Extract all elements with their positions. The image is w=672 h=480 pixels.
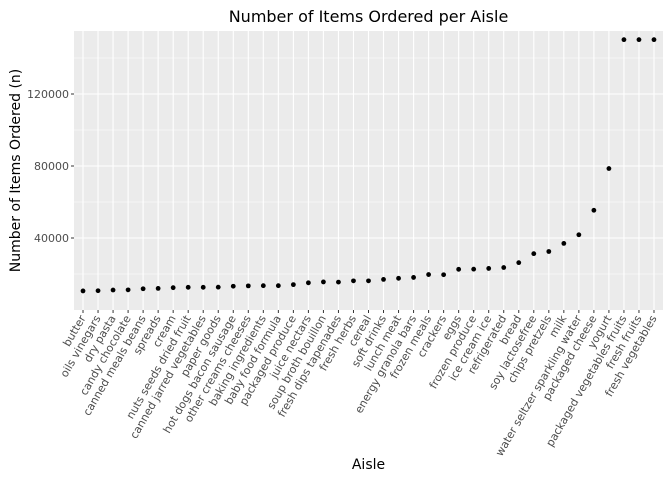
data-points: [80, 37, 657, 294]
data-point: [366, 278, 371, 284]
y-axis-title: Number of Items Ordered (n): [8, 69, 24, 272]
x-axis-title: Aisle: [352, 457, 385, 473]
data-point: [155, 286, 161, 291]
data-point: [351, 278, 356, 284]
data-point: [336, 279, 341, 285]
data-point: [290, 282, 296, 288]
data-point: [651, 37, 657, 43]
data-point: [516, 260, 522, 266]
data-point: [381, 277, 386, 282]
data-point: [275, 283, 281, 289]
y-tick-label: 40000: [34, 232, 69, 245]
data-point: [245, 283, 251, 289]
data-point: [110, 287, 116, 293]
data-point: [546, 249, 552, 254]
data-point: [215, 284, 221, 290]
chart-title: Number of Items Ordered per Aisle: [229, 7, 509, 26]
y-axis-ticks: 40000 80000 120000: [27, 88, 74, 245]
data-point: [531, 251, 537, 257]
data-point: [471, 266, 477, 272]
data-point: [426, 272, 432, 277]
data-point: [260, 283, 266, 289]
data-point: [170, 285, 176, 291]
data-point: [140, 286, 146, 292]
data-point: [621, 37, 627, 43]
data-point: [636, 37, 642, 43]
data-point: [501, 265, 507, 270]
y-tick-label: 120000: [27, 88, 69, 101]
data-point: [486, 266, 492, 271]
grid-lines: [74, 31, 663, 310]
data-point: [80, 288, 86, 294]
data-point: [125, 287, 131, 293]
data-point: [396, 275, 401, 281]
data-point: [230, 283, 236, 289]
data-point: [321, 279, 326, 285]
data-point: [591, 207, 597, 213]
data-point: [95, 288, 101, 294]
data-point: [200, 284, 206, 290]
y-tick-label: 80000: [34, 160, 69, 173]
data-point: [561, 241, 567, 246]
data-point: [456, 266, 462, 272]
data-point: [305, 280, 311, 286]
data-point: [441, 272, 447, 278]
data-point: [606, 166, 612, 171]
data-point: [576, 232, 582, 238]
data-point: [185, 284, 191, 290]
data-point: [411, 275, 416, 280]
